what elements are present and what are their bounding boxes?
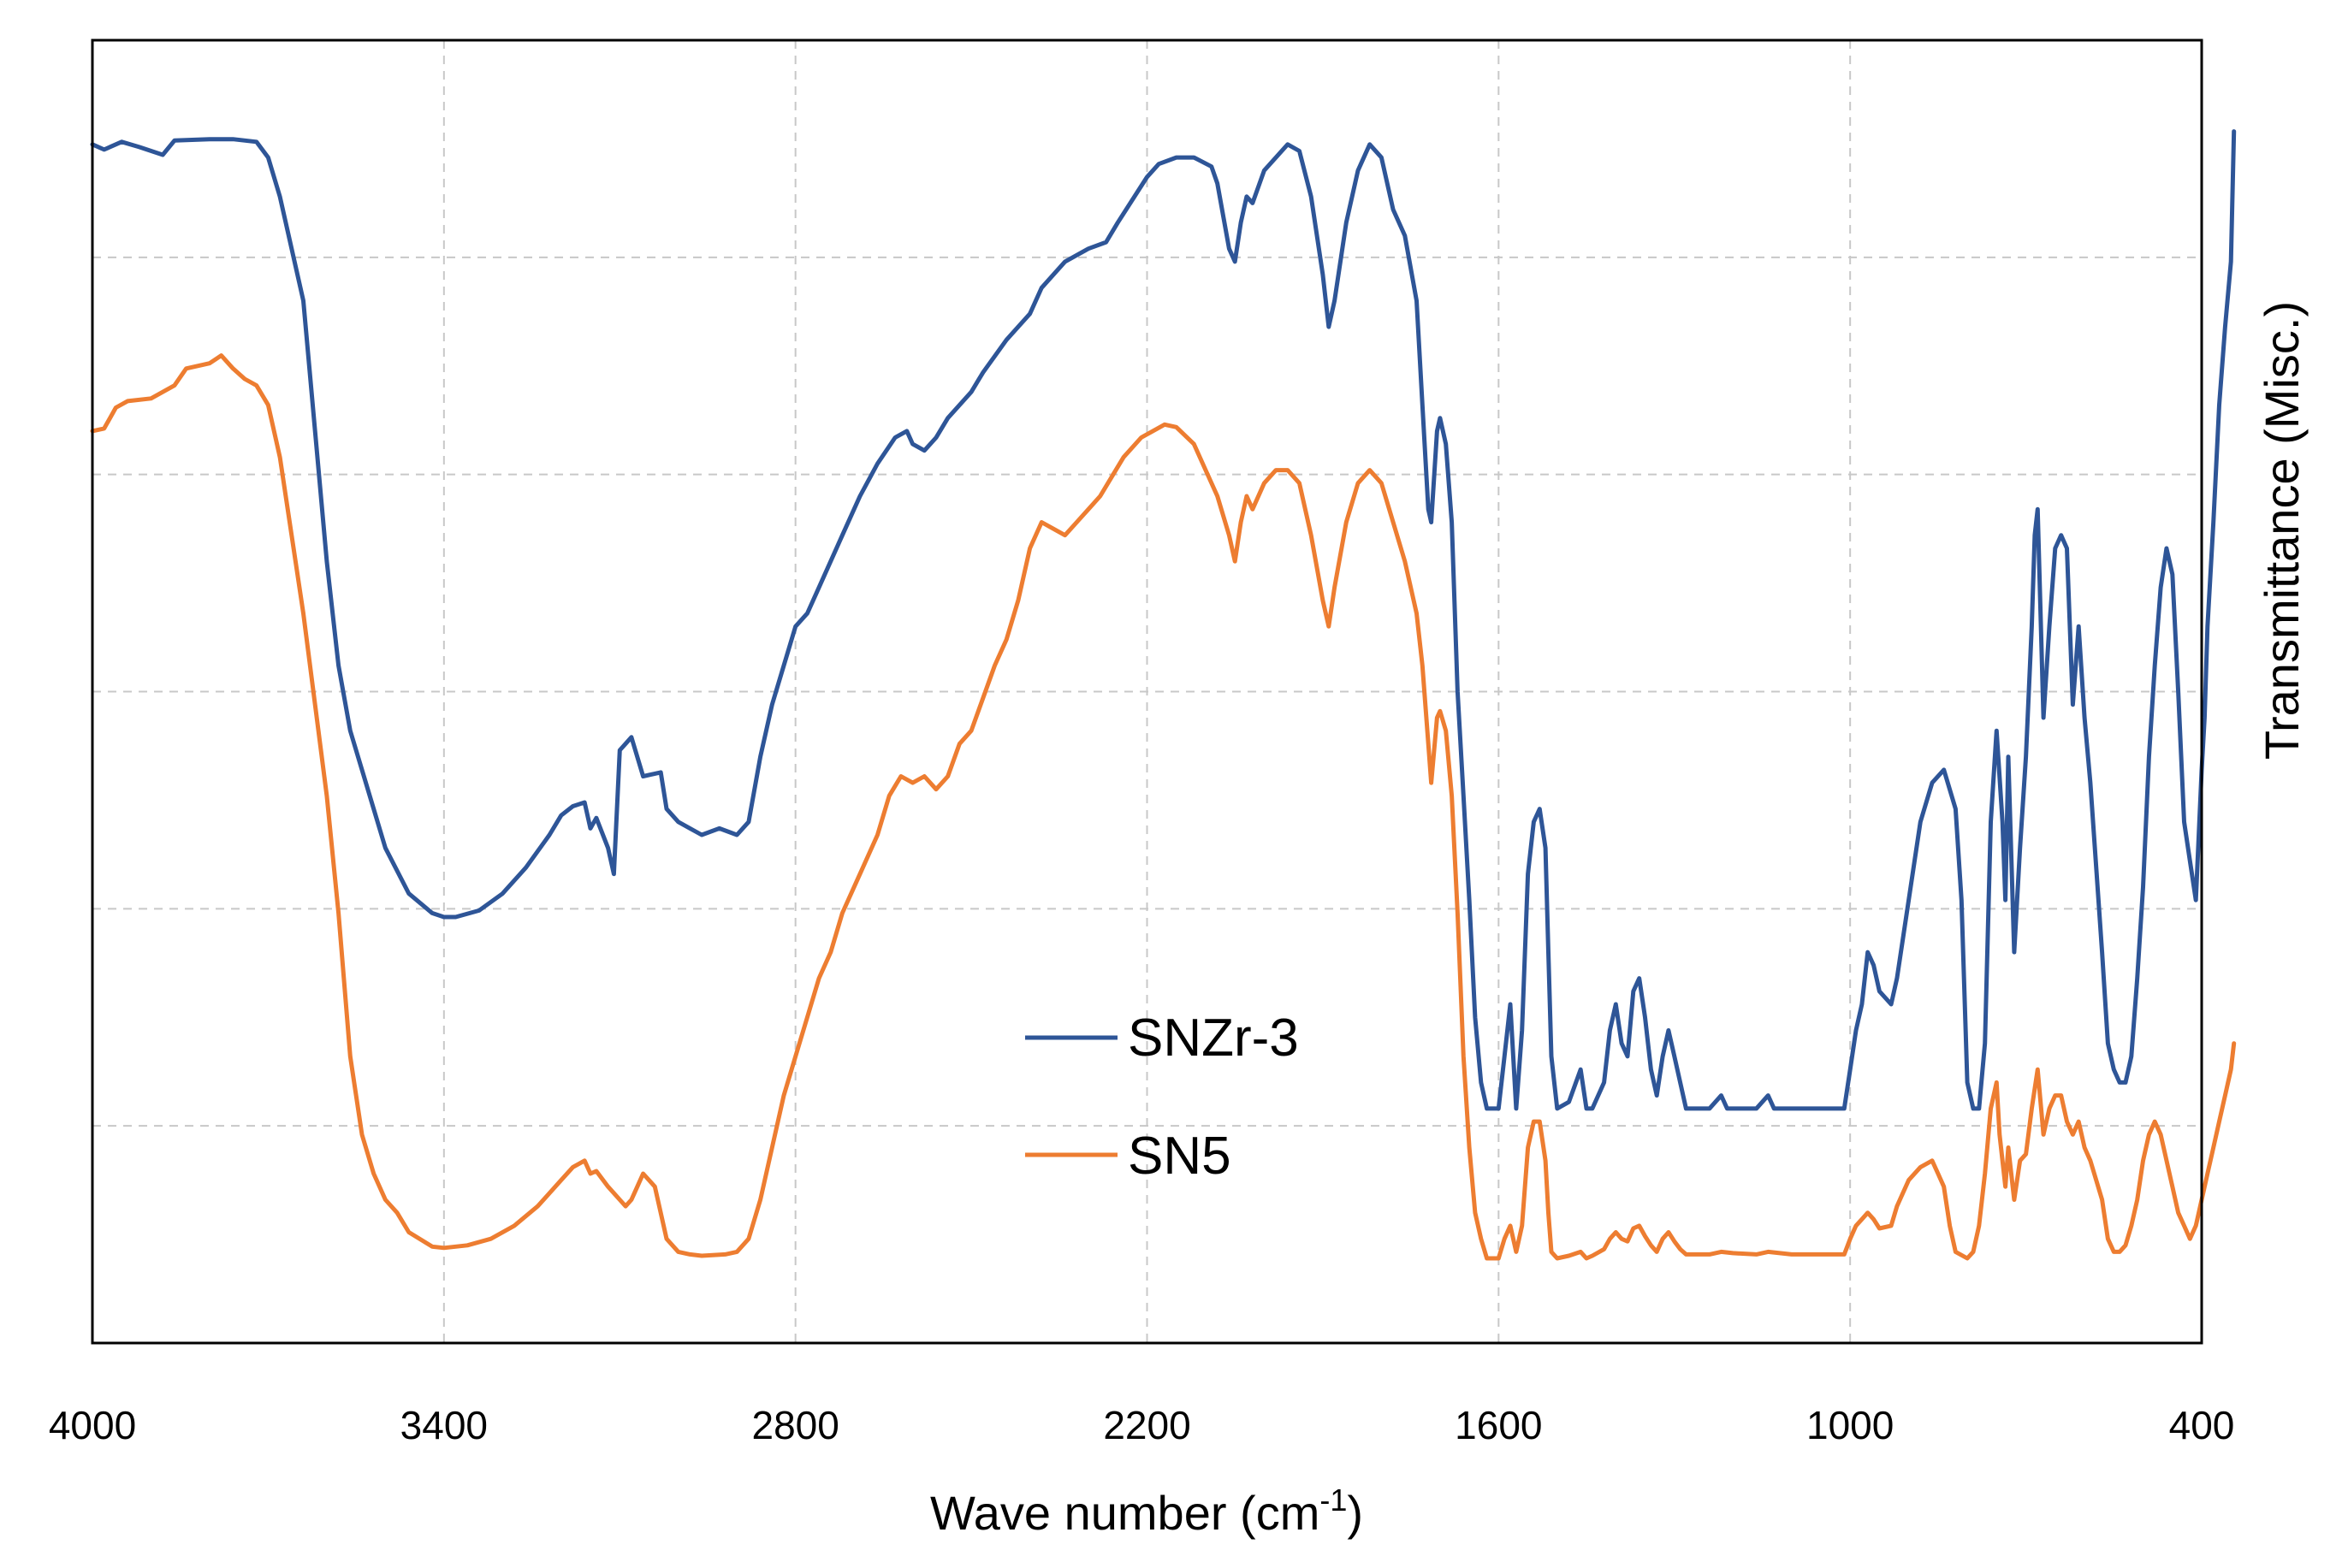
grid [92,40,2202,1343]
x-tick-label-400: 400 [2169,1403,2235,1447]
x-axis-title: Wave number (cm-1) [930,1482,1363,1540]
plot-frame [91,38,2203,1345]
y-axis-title: Transmittance (Misc.) [2255,301,2309,760]
legend-label-sn5: SN5 [1128,1127,1231,1186]
x-tick-label-1000: 1000 [1806,1403,1894,1447]
x-tick-label-2200: 2200 [1103,1403,1190,1447]
series-line-snzr-3 [90,129,2237,1111]
legend-label-snzr-3: SNZr-3 [1128,1009,1299,1068]
x-tick-label-4000: 4000 [49,1403,136,1447]
x-tick-label-3400: 3400 [400,1403,488,1447]
x-tick-label-2800: 2800 [751,1403,839,1447]
x-tick-labels: 4000 3400 2800 2200 1600 1000 400 [49,1403,2235,1447]
series-lines [90,129,2237,1261]
series-line-sn5 [90,353,2237,1261]
legend: SNZr-3 SN5 [1025,1009,1299,1186]
x-tick-label-1600: 1600 [1455,1403,1542,1447]
